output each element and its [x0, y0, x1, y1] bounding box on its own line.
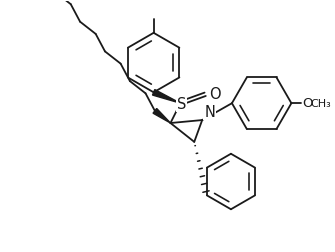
Text: O: O	[209, 87, 221, 102]
Text: O: O	[302, 97, 313, 110]
Text: CH₃: CH₃	[310, 99, 331, 109]
Polygon shape	[152, 89, 180, 103]
Polygon shape	[153, 108, 171, 123]
Text: S: S	[177, 97, 186, 112]
Text: N: N	[204, 105, 215, 120]
